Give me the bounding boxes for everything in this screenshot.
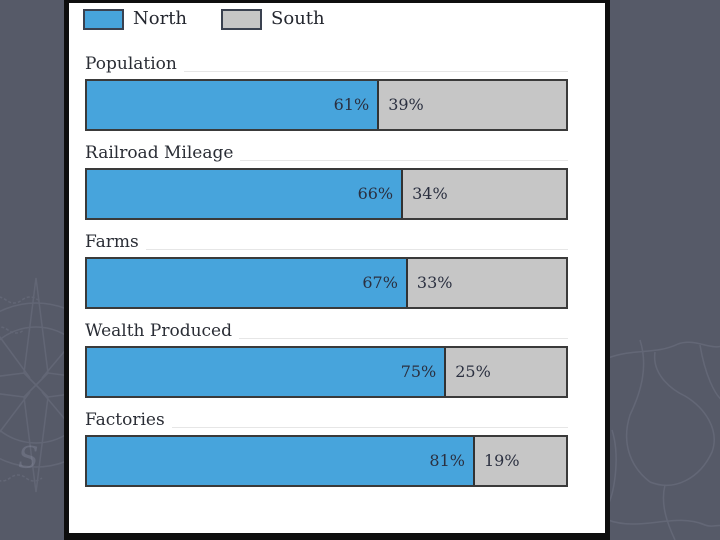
chart-group-population: Population 61% 39% <box>85 54 568 131</box>
north-south-comparison-chart: Population 61% 39% Railroad Mileage 66% <box>85 54 568 487</box>
south-percent-label: 33% <box>416 273 453 292</box>
category-row: Railroad Mileage <box>85 143 568 164</box>
bar-segment-north: 81% <box>87 437 475 485</box>
chart-group-wealth-produced: Wealth Produced 75% 25% <box>85 321 568 398</box>
north-percent-label: 67% <box>362 273 398 292</box>
south-percent-label: 19% <box>483 451 520 470</box>
bar-wealth-produced: 75% 25% <box>85 346 568 398</box>
north-percent-label: 81% <box>429 451 465 470</box>
north-color-swatch <box>83 8 124 30</box>
slide-panel: North South Population 61% 39% R <box>64 0 610 540</box>
south-percent-label: 34% <box>412 184 448 203</box>
bar-segment-south: 25% <box>446 348 566 396</box>
bar-segment-north: 66% <box>87 170 404 218</box>
bar-railroad-mileage: 66% 34% <box>85 168 568 220</box>
category-rule <box>239 338 568 339</box>
bar-farms: 67% 33% <box>85 257 568 309</box>
chart-group-farms: Farms 67% 33% <box>85 232 568 309</box>
south-color-swatch <box>221 8 263 30</box>
legend-label-south: South <box>271 8 325 29</box>
compass-south-letter-decoration: S <box>18 441 39 476</box>
category-row: Factories <box>85 410 568 431</box>
bar-factories: 81% 19% <box>85 435 568 487</box>
category-rule <box>145 249 568 250</box>
south-percent-label: 39% <box>388 95 424 114</box>
north-percent-label: 75% <box>400 362 437 381</box>
bar-segment-south: 19% <box>474 437 566 485</box>
category-row: Wealth Produced <box>85 321 568 342</box>
chart-legend: North South <box>83 6 605 32</box>
legend-label-north: North <box>133 8 188 29</box>
category-label: Railroad Mileage <box>85 143 234 163</box>
south-percent-label: 25% <box>455 362 491 381</box>
bar-segment-south: 39% <box>379 81 566 129</box>
legend-item-south: South <box>221 8 325 30</box>
bar-segment-north: 75% <box>87 348 447 396</box>
chart-group-railroad-mileage: Railroad Mileage 66% 34% <box>85 143 568 220</box>
bar-segment-south: 34% <box>403 170 566 218</box>
category-rule <box>183 71 568 72</box>
north-percent-label: 66% <box>357 184 394 203</box>
north-percent-label: 61% <box>333 95 370 114</box>
category-rule <box>171 427 568 428</box>
map-lines-decoration <box>607 339 720 540</box>
category-row: Farms <box>85 232 568 253</box>
chart-group-factories: Factories 81% 19% <box>85 410 568 487</box>
category-row: Population <box>85 54 568 75</box>
category-label: Farms <box>85 232 139 252</box>
legend-item-north: North <box>83 8 188 30</box>
bar-segment-north: 61% <box>87 81 380 129</box>
category-label: Wealth Produced <box>85 321 232 341</box>
bar-segment-north: 67% <box>87 259 408 307</box>
bar-segment-south: 33% <box>407 259 566 307</box>
bar-population: 61% 39% <box>85 79 568 131</box>
category-label: Factories <box>85 410 165 430</box>
category-label: Population <box>85 54 177 74</box>
category-rule <box>240 160 568 161</box>
